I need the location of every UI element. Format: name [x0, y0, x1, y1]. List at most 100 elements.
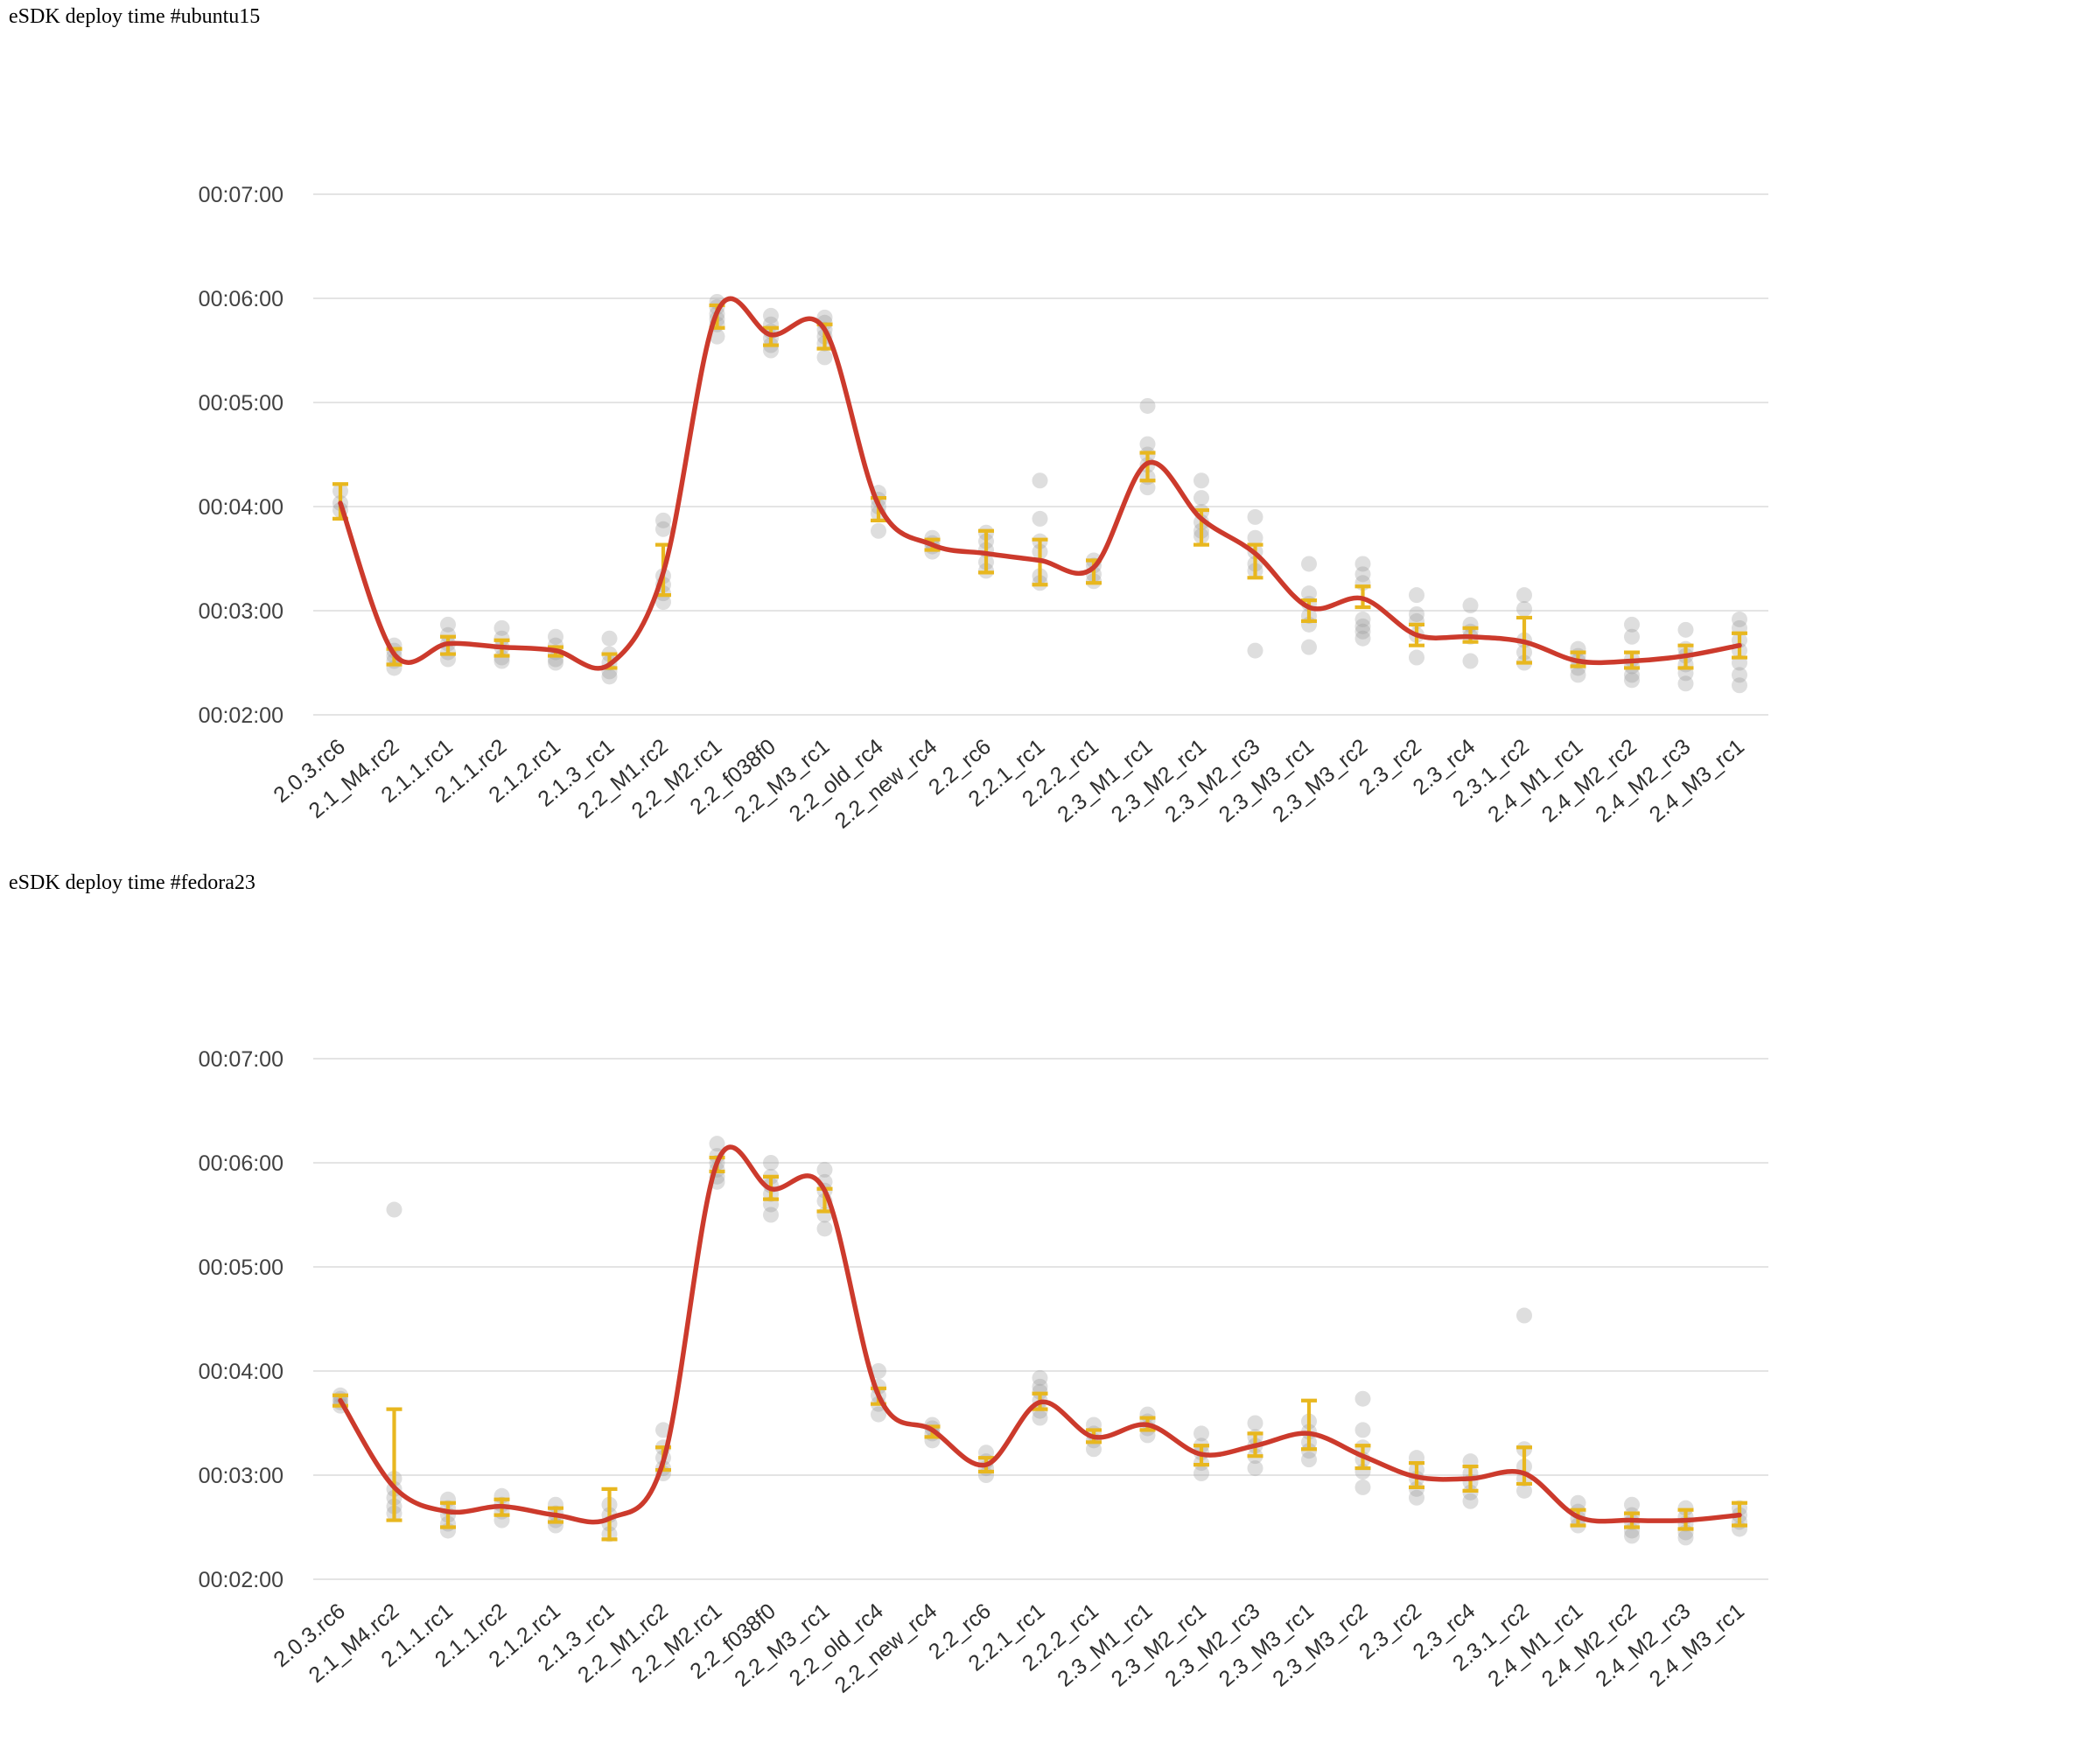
- y-axis-labels: 00:07:00 00:06:00 00:05:00 00:04:00 00:03:00…: [199, 183, 284, 728]
- y-tick-label: 00:04:00: [199, 495, 284, 520]
- scatter-dot: [1194, 1466, 1209, 1482]
- x-axis-labels: 2.0.3.rc62.1_M4.rc22.1.1.rc12.1.1.rc22.1…: [269, 734, 1749, 834]
- scatter-dot: [1624, 1496, 1640, 1513]
- scatter-dot: [1194, 1425, 1209, 1442]
- scatter-dot: [763, 1207, 779, 1223]
- y-tick-label: 00:06:00: [199, 1151, 284, 1176]
- scatter-dot: [1732, 677, 1747, 694]
- scatter-dot: [1247, 642, 1264, 659]
- y-tick-label: 00:03:00: [199, 599, 284, 624]
- scatter-dot: [1624, 1528, 1640, 1544]
- scatter-dot: [548, 654, 564, 671]
- scatter-dot: [1247, 529, 1264, 546]
- y-tick-label: 00:06:00: [199, 287, 284, 311]
- scatter-dot: [1139, 436, 1156, 452]
- y-tick-label: 00:07:00: [199, 183, 284, 207]
- scatter-dot: [1086, 1441, 1102, 1458]
- scatter-dot: [1301, 1452, 1317, 1468]
- scatter-dot: [1354, 566, 1371, 583]
- y-tick-label: 00:04:00: [199, 1360, 284, 1384]
- scatter-dot: [1462, 653, 1479, 669]
- scatter-dot: [1570, 667, 1586, 683]
- scatter-dot: [816, 1221, 833, 1237]
- scatter-dot: [655, 1422, 671, 1438]
- scatter-dot: [1624, 616, 1640, 633]
- trend-line: [338, 296, 1742, 671]
- scatter-dot: [1354, 1390, 1371, 1407]
- scatter-dot: [1516, 601, 1532, 618]
- scatter-dot: [1032, 472, 1048, 489]
- scatter-dot: [1354, 618, 1371, 634]
- scatter-dot: [1409, 587, 1424, 604]
- scatter-dot: [1139, 479, 1156, 496]
- error-bar: [1139, 451, 1156, 483]
- gridlines: [313, 193, 1768, 716]
- x-axis-labels: 2.0.3.rc62.1_M4.rc22.1.1.rc12.1.1.rc22.1…: [269, 1599, 1749, 1698]
- error-bar: [1301, 1398, 1317, 1452]
- scatter-dot: [1301, 639, 1317, 655]
- scatter-points: [332, 293, 1747, 694]
- y-tick-label: 00:07:00: [199, 1047, 284, 1072]
- scatter-dot: [1570, 1494, 1586, 1511]
- scatter-dot: [1301, 585, 1317, 602]
- scatter-dot: [1516, 587, 1532, 604]
- scatter-dot: [1354, 1422, 1371, 1438]
- scatter-dot: [871, 1406, 886, 1423]
- scatter-dot: [1624, 672, 1640, 689]
- scatter-dot: [871, 1363, 886, 1379]
- scatter-dot: [386, 1201, 402, 1218]
- scatter-dot: [1032, 1378, 1048, 1395]
- error-bar: [440, 1501, 456, 1529]
- scatter-dot: [440, 616, 456, 633]
- scatter-dot: [1624, 667, 1640, 683]
- scatter-dot: [1354, 623, 1371, 640]
- scatter-dot: [601, 630, 618, 647]
- scatter-dot: [548, 628, 564, 645]
- scatter-dot: [1409, 605, 1424, 622]
- scatter-dot: [655, 512, 671, 528]
- scatter-dot: [1032, 1369, 1048, 1386]
- scatter-dot: [816, 1161, 833, 1178]
- scatter-dot: [1677, 675, 1694, 692]
- scatter-dot: [1516, 1307, 1532, 1324]
- scatter-dot: [1462, 1493, 1479, 1509]
- chart-canvas-fedora23: 00:07:00 00:06:00 00:05:00 00:04:00 00:03:00…: [199, 1047, 1768, 1698]
- error-bar: [1516, 1445, 1532, 1487]
- scatter-dot: [494, 619, 510, 636]
- scatter-dot: [1032, 1410, 1048, 1426]
- scatter-dot: [1354, 630, 1371, 647]
- scatter-dot: [1247, 508, 1264, 525]
- y-tick-label: 00:02:00: [199, 703, 284, 728]
- scatter-dot: [763, 307, 779, 324]
- y-tick-label: 00:05:00: [199, 1256, 284, 1280]
- scatter-dot: [1354, 556, 1371, 572]
- y-tick-label: 00:03:00: [199, 1464, 284, 1488]
- scatter-dot: [601, 668, 618, 685]
- scatter-dot: [1624, 628, 1640, 645]
- scatter-dot: [1677, 1529, 1694, 1546]
- scatter-dot: [1409, 1489, 1424, 1506]
- scatter-dot: [1194, 472, 1209, 489]
- scatter-dot: [709, 328, 725, 345]
- scatter-dot: [1516, 1482, 1532, 1499]
- scatter-dot: [763, 1155, 779, 1171]
- y-tick-label: 00:05:00: [199, 391, 284, 416]
- scatter-dot: [709, 1136, 725, 1152]
- gridlines: [313, 1058, 1768, 1580]
- trend-line: [338, 1144, 1742, 1525]
- scatter-dot: [816, 349, 833, 366]
- scatter-dot: [1032, 510, 1048, 527]
- scatter-dot: [1732, 611, 1747, 627]
- error-bar: [1247, 542, 1264, 580]
- error-bars: [332, 1155, 1747, 1542]
- error-bar: [1301, 598, 1317, 623]
- y-axis-labels: 00:07:00 00:06:00 00:05:00 00:04:00 00:03:00…: [199, 1047, 284, 1592]
- error-bar: [386, 1407, 402, 1522]
- scatter-dot: [1462, 598, 1479, 614]
- chart-canvas-ubuntu15: 00:07:00 00:06:00 00:05:00 00:04:00 00:03:00…: [199, 183, 1768, 834]
- scatter-dot: [1409, 649, 1424, 666]
- scatter-dot: [1677, 621, 1694, 638]
- scatter-dot: [1139, 397, 1156, 414]
- scatter-dot: [655, 521, 671, 537]
- scatter-dot: [1354, 1479, 1371, 1495]
